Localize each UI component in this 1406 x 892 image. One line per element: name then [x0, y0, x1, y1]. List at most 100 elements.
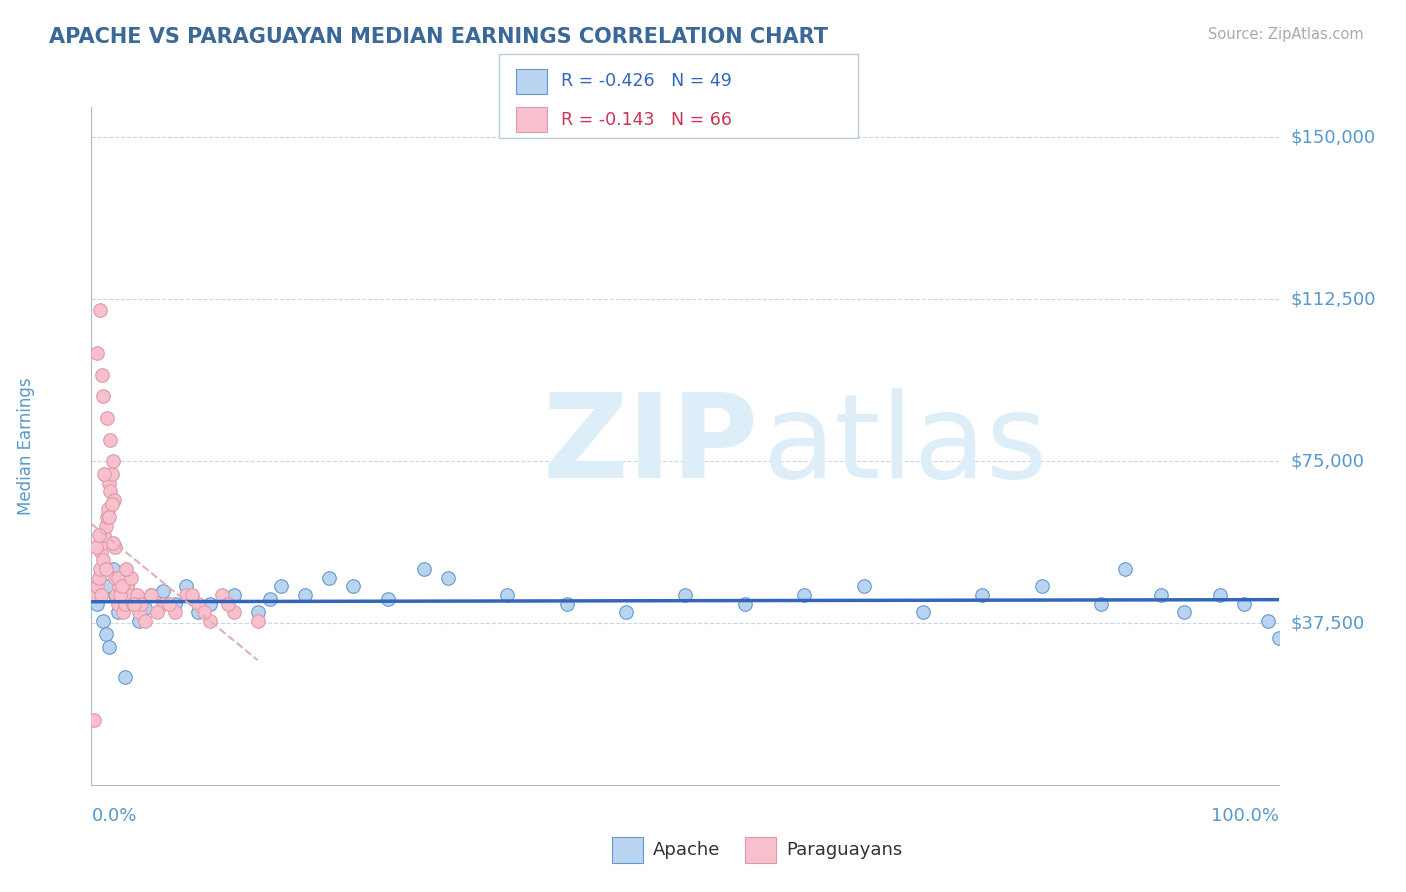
- Point: [793, 588, 815, 602]
- Point: [84, 541, 107, 555]
- Point: [246, 614, 269, 628]
- Point: [163, 605, 186, 619]
- Point: [107, 579, 129, 593]
- Text: $112,500: $112,500: [1291, 290, 1376, 309]
- Point: [96, 411, 118, 425]
- Point: [94, 562, 117, 576]
- Point: [852, 579, 875, 593]
- Point: [114, 597, 136, 611]
- Point: [152, 583, 174, 598]
- Point: [91, 368, 114, 382]
- Text: R = -0.426   N = 49: R = -0.426 N = 49: [561, 72, 733, 90]
- Point: [107, 597, 129, 611]
- Point: [181, 588, 204, 602]
- Point: [103, 493, 125, 508]
- Point: [91, 389, 114, 403]
- Point: [377, 592, 399, 607]
- Point: [1233, 597, 1256, 611]
- Point: [176, 579, 198, 593]
- Point: [176, 588, 198, 602]
- Point: [122, 592, 145, 607]
- Point: [436, 571, 458, 585]
- Point: [98, 475, 121, 490]
- Text: Apache: Apache: [652, 841, 720, 859]
- Point: [496, 588, 519, 602]
- Point: [89, 562, 111, 576]
- Point: [318, 571, 340, 585]
- Point: [100, 497, 122, 511]
- Point: [246, 605, 269, 619]
- Point: [128, 605, 150, 619]
- Point: [1149, 588, 1171, 602]
- Point: [107, 605, 129, 619]
- Point: [101, 454, 124, 468]
- Point: [94, 627, 117, 641]
- Text: 0.0%: 0.0%: [91, 807, 136, 825]
- Point: [139, 588, 162, 602]
- Point: [122, 597, 145, 611]
- Point: [734, 597, 756, 611]
- Point: [86, 597, 108, 611]
- Point: [90, 545, 112, 559]
- Point: [200, 614, 222, 628]
- Point: [105, 588, 128, 602]
- Point: [187, 605, 209, 619]
- Point: [96, 579, 118, 593]
- Point: [152, 597, 174, 611]
- Point: [157, 597, 180, 611]
- Point: [91, 536, 114, 550]
- Point: [342, 579, 364, 593]
- Point: [86, 579, 108, 593]
- Text: APACHE VS PARAGUAYAN MEDIAN EARNINGS CORRELATION CHART: APACHE VS PARAGUAYAN MEDIAN EARNINGS COR…: [49, 27, 828, 46]
- Point: [84, 588, 107, 602]
- Point: [98, 640, 121, 654]
- Point: [413, 562, 436, 576]
- Point: [104, 571, 127, 585]
- Point: [187, 597, 209, 611]
- Point: [555, 597, 578, 611]
- Point: [134, 601, 156, 615]
- Point: [163, 597, 186, 611]
- Text: $150,000: $150,000: [1291, 128, 1376, 146]
- Text: $37,500: $37,500: [1291, 614, 1365, 632]
- Point: [100, 433, 122, 447]
- Point: [193, 605, 215, 619]
- Point: [86, 346, 108, 360]
- Point: [145, 605, 167, 619]
- Point: [211, 588, 233, 602]
- Point: [259, 592, 281, 607]
- Point: [104, 541, 127, 555]
- Point: [115, 562, 138, 576]
- Point: [1114, 562, 1136, 576]
- Point: [1090, 597, 1112, 611]
- Text: $75,000: $75,000: [1291, 452, 1365, 470]
- Point: [120, 571, 142, 585]
- Point: [134, 614, 156, 628]
- Point: [972, 588, 994, 602]
- Point: [96, 510, 118, 524]
- Point: [107, 571, 129, 585]
- Text: Median Earnings: Median Earnings: [17, 377, 35, 515]
- Point: [1257, 614, 1279, 628]
- Point: [87, 527, 110, 541]
- Text: R = -0.143   N = 66: R = -0.143 N = 66: [561, 111, 733, 128]
- Point: [100, 484, 122, 499]
- Point: [110, 597, 132, 611]
- Point: [673, 588, 696, 602]
- Point: [217, 597, 239, 611]
- Point: [128, 614, 150, 628]
- Point: [114, 670, 136, 684]
- Point: [139, 588, 162, 602]
- Point: [118, 588, 141, 602]
- Point: [1031, 579, 1053, 593]
- Point: [101, 536, 124, 550]
- Point: [294, 588, 316, 602]
- Text: ZIP: ZIP: [543, 389, 759, 503]
- Point: [94, 519, 117, 533]
- Point: [122, 597, 145, 611]
- Text: Paraguayans: Paraguayans: [786, 841, 903, 859]
- Point: [112, 605, 135, 619]
- Point: [115, 579, 138, 593]
- Point: [129, 597, 152, 611]
- Point: [1173, 605, 1195, 619]
